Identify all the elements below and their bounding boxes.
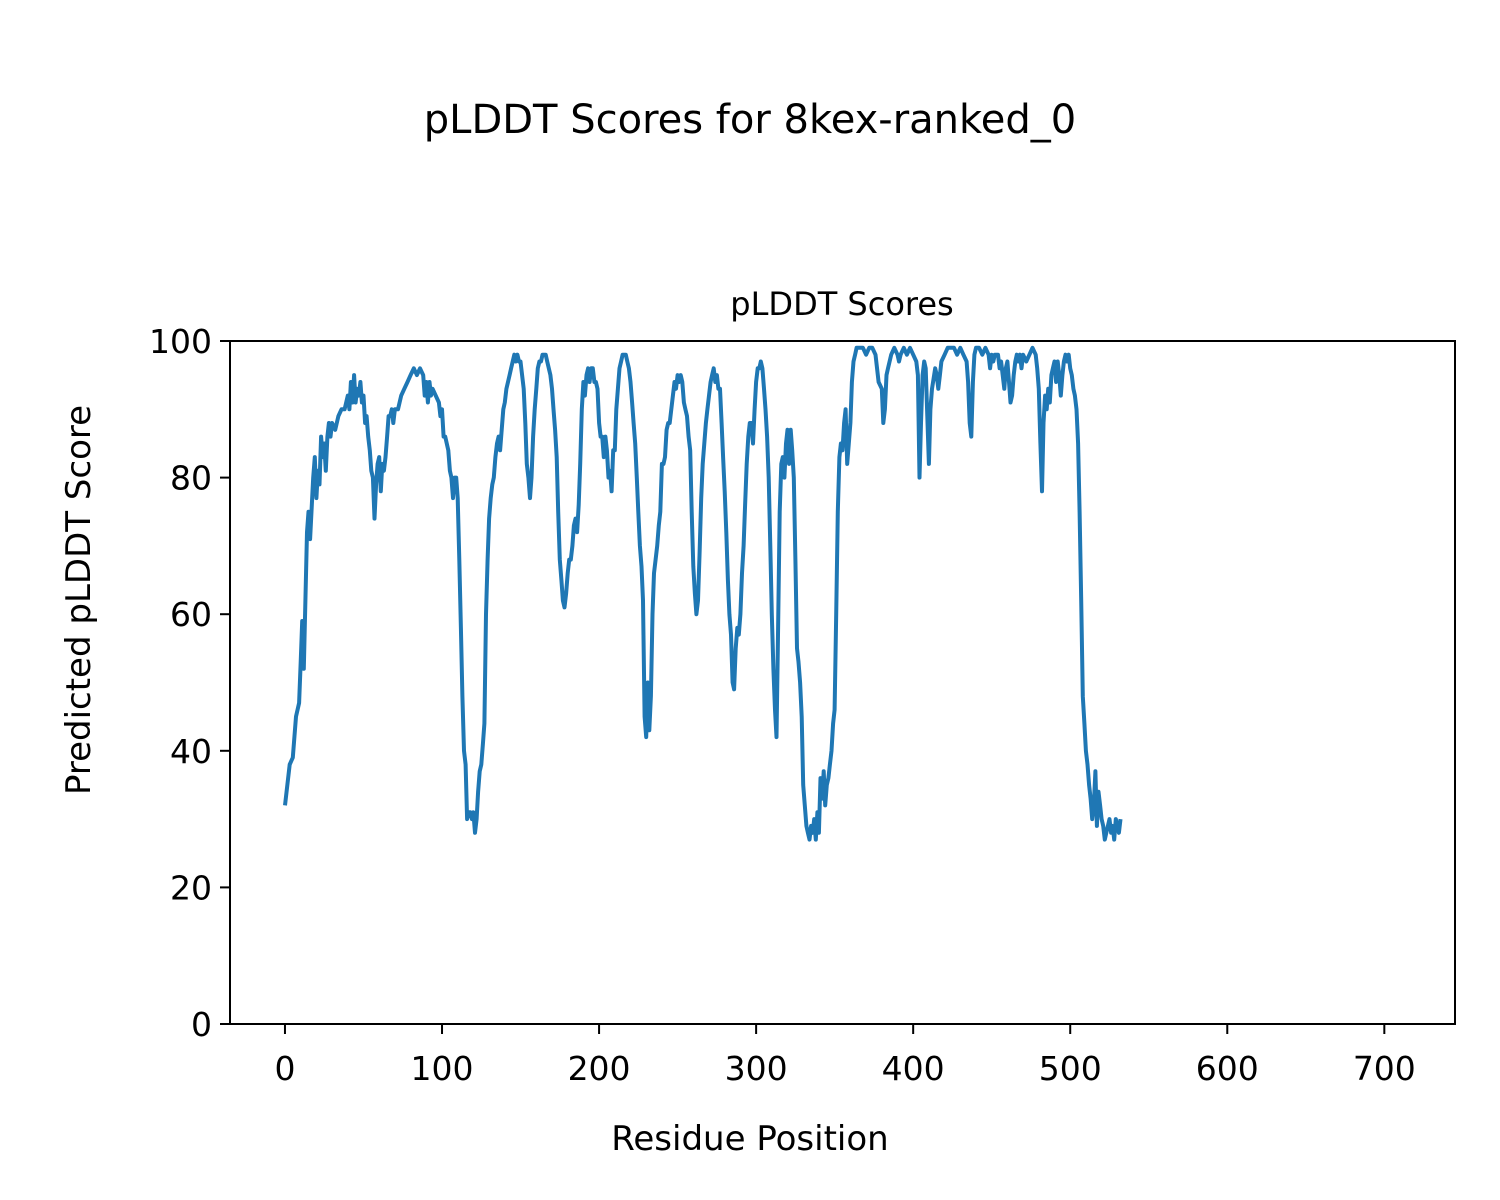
x-tick-label: 600 xyxy=(1196,1049,1259,1088)
y-tick-label: 20 xyxy=(170,868,212,907)
x-axis: 0 100 200 300 400 500 600 700 xyxy=(274,1024,1416,1088)
x-tick-label: 400 xyxy=(882,1049,945,1088)
figure-suptitle: pLDDT Scores for 8kex-ranked_0 xyxy=(424,97,1076,143)
y-tick-label: 0 xyxy=(191,1005,212,1044)
x-tick-label: 0 xyxy=(274,1049,295,1088)
chart-title: pLDDT Scores xyxy=(730,285,953,323)
y-tick-label: 80 xyxy=(170,459,212,498)
y-tick-label: 100 xyxy=(149,322,212,361)
x-tick-label: 700 xyxy=(1353,1049,1416,1088)
x-axis-label: Residue Position xyxy=(611,1119,888,1159)
x-tick-label: 500 xyxy=(1039,1049,1102,1088)
y-axis: 0 20 40 60 80 100 xyxy=(149,322,230,1044)
x-tick-label: 200 xyxy=(568,1049,631,1088)
axes-frame xyxy=(229,340,1456,1025)
x-tick-label: 300 xyxy=(725,1049,788,1088)
plot-area xyxy=(283,345,1123,842)
series-line xyxy=(283,345,1123,842)
y-tick-label: 40 xyxy=(170,732,212,771)
x-tick-label: 100 xyxy=(411,1049,474,1088)
y-tick-label: 60 xyxy=(170,595,212,634)
y-axis-label: Predicted pLDDT Score xyxy=(59,405,99,795)
